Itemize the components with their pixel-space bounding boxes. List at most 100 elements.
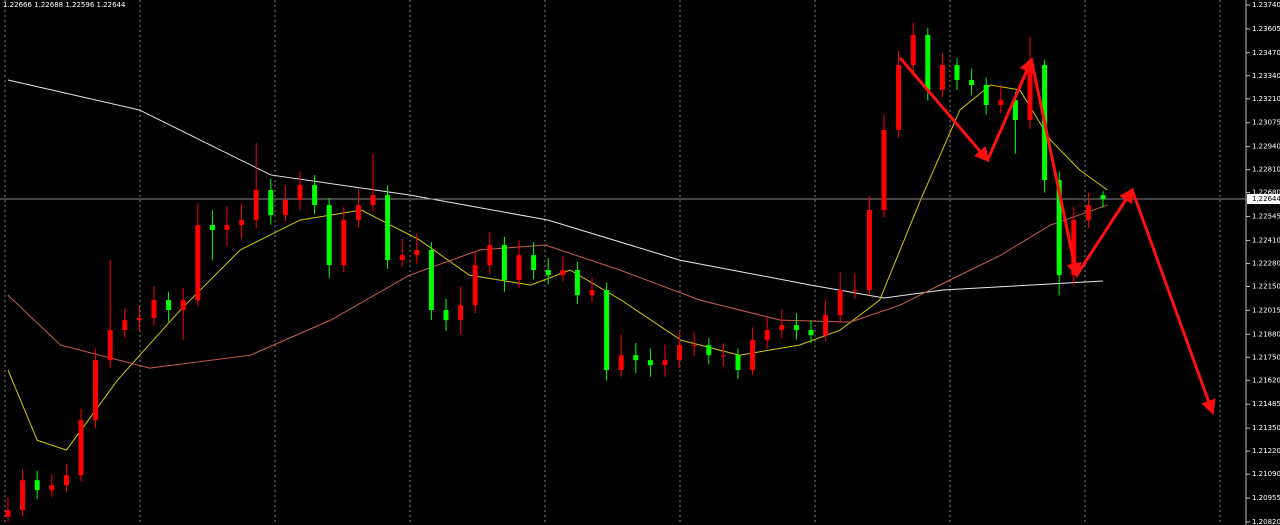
candle-body — [501, 245, 507, 281]
candle-body — [136, 318, 142, 321]
y-tick-label: 1.21750 — [1252, 353, 1280, 361]
candle-body — [93, 360, 99, 421]
candle-body — [326, 205, 332, 266]
moving-average — [7, 204, 1108, 369]
candle-body — [954, 64, 960, 81]
y-tick-label: 1.22280 — [1252, 259, 1280, 267]
y-tick-label: 1.23210 — [1252, 95, 1280, 103]
candle-body — [662, 360, 668, 366]
candle-body — [107, 330, 113, 361]
candle-body — [764, 330, 770, 341]
candle-body — [487, 245, 493, 266]
y-tick-label: 1.22150 — [1252, 282, 1280, 290]
candle-body — [545, 270, 551, 276]
candle-body — [151, 300, 157, 319]
y-tick-label: 1.22680 — [1252, 189, 1280, 197]
candle-body — [20, 480, 26, 511]
candle-body — [122, 320, 128, 331]
candle-body — [370, 195, 376, 206]
candle-body — [939, 64, 945, 90]
candle-body — [443, 310, 449, 321]
candle-body — [589, 290, 595, 296]
ohlc-info: 1.22666 1.22688 1.22596 1.22644 — [3, 1, 126, 9]
candle-body — [49, 485, 55, 491]
candle-body — [458, 305, 464, 321]
candle-body — [881, 129, 887, 210]
candle-body — [282, 200, 288, 216]
moving-average — [7, 79, 1104, 299]
candle-body — [677, 345, 683, 361]
candle-body — [896, 64, 902, 130]
drawing-arrow — [1029, 59, 1082, 279]
candle-body — [312, 185, 318, 206]
candle-body — [750, 340, 756, 371]
candle-body — [823, 315, 829, 336]
candle-body — [633, 355, 639, 361]
current-price-label: 1.22644 — [1252, 195, 1280, 203]
candle-body — [34, 480, 40, 491]
candle-body — [414, 250, 420, 256]
candle-body — [1100, 195, 1106, 200]
candle-body — [5, 510, 11, 517]
candle-body — [385, 195, 391, 261]
candle-body — [691, 345, 697, 347]
candle-body — [910, 35, 916, 65]
candle-body — [297, 185, 303, 201]
candle-body — [720, 355, 726, 357]
candle-body — [852, 290, 858, 292]
candle-body — [574, 270, 580, 296]
candle-body — [355, 205, 361, 221]
drawing-arrow — [898, 56, 990, 163]
candle-body — [866, 210, 872, 291]
candle-body — [618, 355, 624, 371]
candle-body — [808, 330, 814, 336]
candle-body — [531, 255, 537, 271]
candle-body — [209, 225, 215, 231]
candle-body — [516, 255, 522, 281]
y-tick-label: 1.20820 — [1252, 518, 1280, 525]
candle-body — [998, 100, 1004, 105]
candle-body — [253, 189, 259, 221]
candle-body — [1012, 100, 1018, 121]
y-tick-label: 1.21090 — [1252, 470, 1280, 478]
candle-body — [180, 300, 186, 311]
candle-body — [166, 300, 172, 311]
y-tick-label: 1.21220 — [1252, 447, 1280, 455]
candle-body — [969, 80, 975, 85]
candle-body — [925, 35, 931, 90]
candle-body — [239, 220, 245, 226]
moving-average — [7, 84, 1108, 451]
y-tick-label: 1.23470 — [1252, 49, 1280, 57]
y-tick-label: 1.22810 — [1252, 166, 1280, 174]
candle-body — [399, 255, 405, 261]
y-tick-label: 1.21485 — [1252, 400, 1280, 408]
candle-body — [779, 325, 785, 331]
y-tick-label: 1.21880 — [1252, 330, 1280, 338]
y-tick-label: 1.22410 — [1252, 236, 1280, 244]
candle-body — [195, 225, 201, 301]
y-tick-label: 1.23605 — [1252, 25, 1280, 33]
candle-body — [604, 290, 610, 371]
candle-body — [428, 250, 434, 311]
candle-body — [1056, 180, 1062, 276]
current-price-box — [1247, 194, 1280, 205]
candle-body — [78, 420, 84, 476]
y-tick-label: 1.22940 — [1252, 143, 1280, 151]
y-tick-label: 1.21620 — [1252, 376, 1280, 384]
candle-body — [63, 475, 69, 486]
y-tick-label: 1.23340 — [1252, 72, 1280, 80]
drawing-arrow — [1075, 187, 1134, 276]
candle-body — [224, 225, 230, 231]
drawing-arrow — [986, 57, 1034, 161]
candle-body — [1071, 220, 1077, 276]
candle-body — [983, 84, 989, 105]
candle-body — [706, 345, 712, 356]
y-tick-label: 1.20955 — [1252, 494, 1280, 502]
candle-body — [341, 220, 347, 266]
candle-body — [735, 355, 741, 371]
candle-body — [1027, 64, 1033, 121]
y-tick-label: 1.23075 — [1252, 119, 1280, 127]
